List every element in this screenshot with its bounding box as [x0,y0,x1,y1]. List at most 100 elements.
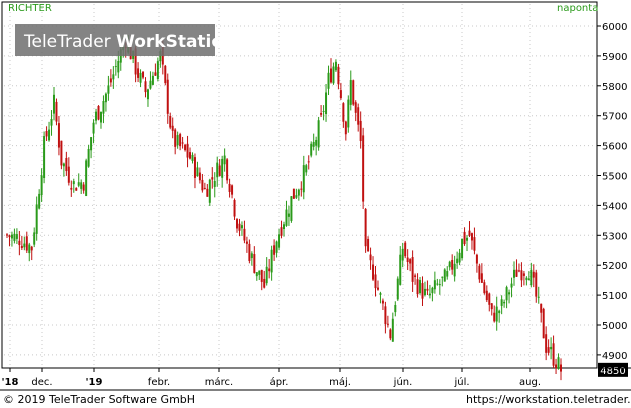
candle-body [166,79,169,114]
candle-body [196,167,199,177]
candle-body [535,272,538,297]
candle-body [211,177,214,180]
candle-body [357,107,360,125]
last-value-marker [598,362,628,377]
candle-body [295,195,298,198]
candle-body [391,318,394,342]
watermark-background [15,24,215,56]
candle-body [228,183,231,192]
candles [6,35,562,381]
candle-body [280,227,283,236]
y-tick-label: 5900 [602,52,627,63]
candle-body [243,228,246,241]
candle-body [409,259,412,264]
candle-body [102,101,105,114]
candle-body [174,129,177,147]
x-tick-label: júl. [453,376,469,388]
candle-body [473,237,476,251]
candle-body [399,254,402,285]
interval-label: naponta [557,3,599,14]
candle-body [273,245,276,255]
candle-body [315,139,318,146]
candle-body [65,157,68,172]
candle-body [179,134,182,147]
candle-body [8,235,11,238]
candle-body [470,233,473,241]
candle-body [436,283,439,285]
watermark-text: TeleTrader WorkStation [23,32,235,52]
candle-body [245,241,248,244]
candle-body [97,105,100,120]
candle-body [265,266,268,284]
x-axis: '18 dec. '19 febr. márc. ápr. máj. jún. júl. aug. [2,368,541,388]
candle-body [525,277,528,281]
candle-body [80,182,83,189]
candle-body [112,74,115,80]
candle-body [33,232,36,245]
candle-body [223,155,226,165]
candle-body [221,158,224,178]
watermark-brand: TeleTrader [23,32,111,52]
candle-body [263,278,266,288]
candle-body [38,193,41,209]
candle-body [396,278,399,300]
candle-body [191,154,194,161]
candle-body [13,233,16,241]
candle-body [117,60,120,73]
candle-body [428,293,431,296]
watermark-product: WorkStation [116,32,235,52]
candle-body [513,269,516,278]
candle-body [498,310,501,314]
candle-body [433,280,436,290]
y-tick-label: 5000 [602,321,627,332]
candle-body [500,299,503,306]
candle-body [466,237,469,241]
x-tick-label: '19 [86,377,103,388]
candle-body [372,264,375,280]
candle-body [216,162,219,178]
candle-body [231,185,234,195]
symbol-label: RICHTER [8,3,52,14]
candle-body [347,99,350,128]
candle-body [258,270,261,275]
candle-body [149,80,152,89]
candle-body [537,296,540,298]
candle-body [478,265,481,280]
candle-body [322,110,325,112]
candle-body [337,66,340,85]
candle-body [406,257,409,263]
candle-body [411,257,414,282]
candle-body [305,165,308,173]
candle-body [60,140,63,166]
candle-body [198,172,201,181]
candle-body [206,188,209,197]
candle-body [320,112,323,115]
candle-body [193,157,196,178]
candle-body [290,196,293,221]
candle-body [270,249,273,273]
candle-body [344,121,347,135]
candle-body [18,240,21,246]
candle-body [62,163,65,167]
y-tick-label: 5100 [602,291,627,302]
candle-body [82,184,85,191]
candle-body [416,279,419,295]
candle-body [552,343,555,366]
candle-body [154,72,157,76]
candle-body [404,242,407,257]
watermark: TeleTrader WorkStation [15,24,235,56]
candle-body [522,273,525,276]
candle-body [369,254,372,261]
candle-body [441,276,444,278]
candle-body [70,187,73,190]
candle-body [359,120,362,142]
candle-body [184,144,187,151]
candle-body [114,66,117,68]
candle-body [255,272,258,277]
source-url: https://workstation.teletrader.com [466,393,631,406]
plot-area [1,1,598,369]
y-tick-label: 5800 [602,82,627,93]
candle-body [545,334,548,353]
candle-body [515,269,518,277]
candle-body [297,189,300,196]
